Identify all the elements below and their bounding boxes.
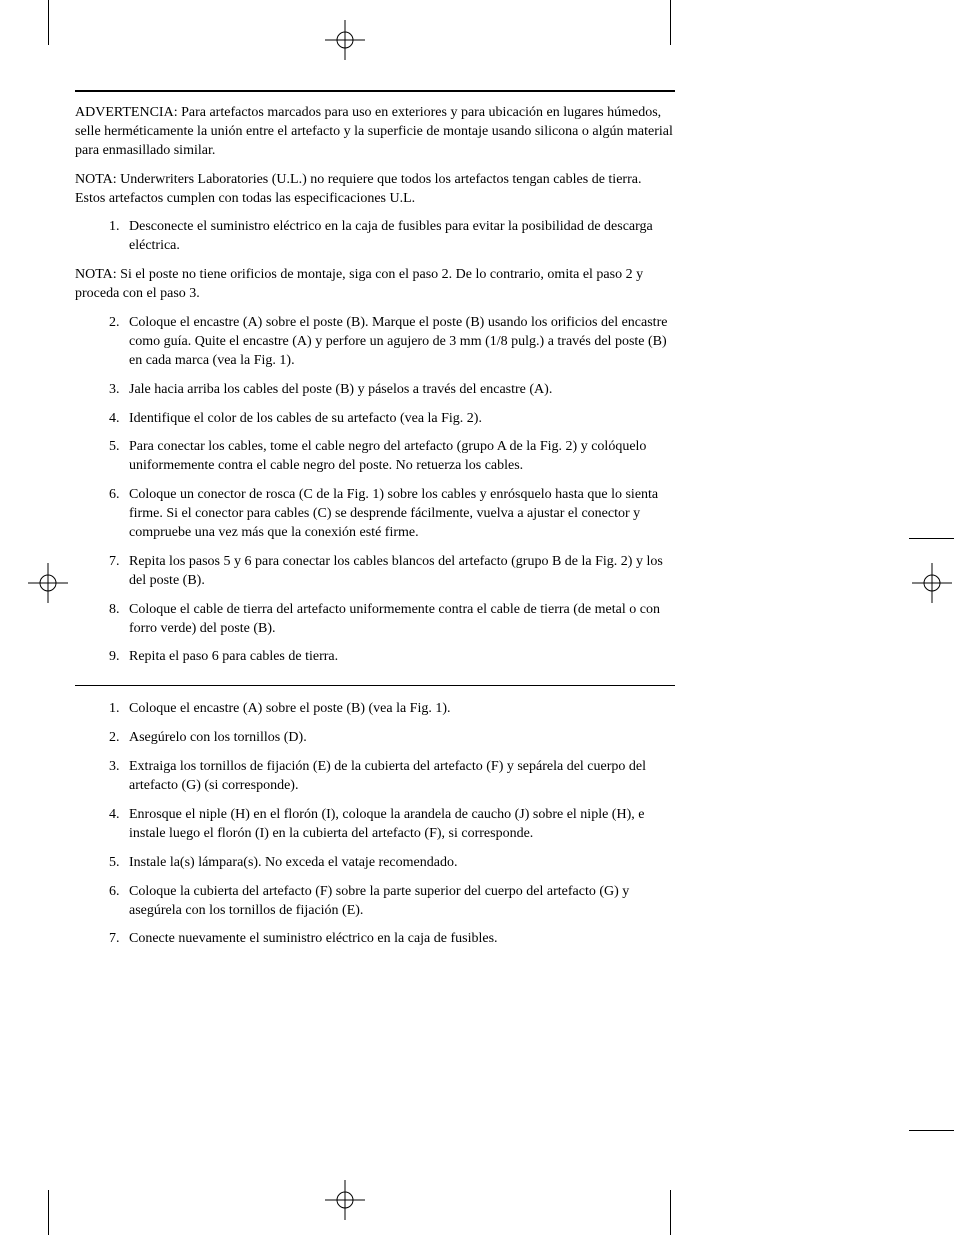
note-text: NOTA: Si el poste no tiene orificios de …: [75, 266, 675, 304]
step-item: Conecte nuevamente el suministro eléctri…: [123, 930, 675, 949]
steps-list-a: Desconecte el suministro eléctrico en la…: [75, 218, 675, 256]
steps-list-c: Coloque el encastre (A) sobre el poste (…: [75, 700, 675, 949]
registration-mark: [325, 1180, 365, 1220]
page-content: ADVERTENCIA: Para artefactos marcados pa…: [75, 90, 675, 959]
crop-mark: [48, 1190, 49, 1235]
registration-mark: [28, 563, 68, 603]
crop-mark: [670, 1190, 671, 1235]
step-item: Jale hacia arriba los cables del poste (…: [123, 381, 675, 400]
step-item: Repita los pasos 5 y 6 para conectar los…: [123, 553, 675, 591]
divider: [75, 685, 675, 686]
crop-mark: [670, 0, 671, 45]
step-item: Coloque el encastre (A) sobre el poste (…: [123, 700, 675, 719]
step-item: Coloque el encastre (A) sobre el poste (…: [123, 314, 675, 371]
step-item: Enrosque el niple (H) en el florón (I), …: [123, 806, 675, 844]
step-item: Asegúrelo con los tornillos (D).: [123, 729, 675, 748]
warning-text: ADVERTENCIA: Para artefactos marcados pa…: [75, 104, 675, 161]
step-item: Para conectar los cables, tome el cable …: [123, 438, 675, 476]
registration-mark: [912, 563, 952, 603]
step-item: Coloque la cubierta del artefacto (F) so…: [123, 883, 675, 921]
step-item: Extraiga los tornillos de fijación (E) d…: [123, 758, 675, 796]
note-text: NOTA: Underwriters Laboratories (U.L.) n…: [75, 171, 675, 209]
crop-mark: [909, 538, 954, 539]
step-item: Repita el paso 6 para cables de tierra.: [123, 648, 675, 667]
registration-mark: [325, 20, 365, 60]
step-item: Instale la(s) lámpara(s). No exceda el v…: [123, 854, 675, 873]
step-item: Desconecte el suministro eléctrico en la…: [123, 218, 675, 256]
step-item: Identifique el color de los cables de su…: [123, 410, 675, 429]
step-item: Coloque un conector de rosca (C de la Fi…: [123, 486, 675, 543]
steps-list-b: Coloque el encastre (A) sobre el poste (…: [75, 314, 675, 667]
divider: [75, 90, 675, 92]
crop-mark: [909, 1130, 954, 1131]
crop-mark: [48, 0, 49, 45]
step-item: Coloque el cable de tierra del artefacto…: [123, 601, 675, 639]
